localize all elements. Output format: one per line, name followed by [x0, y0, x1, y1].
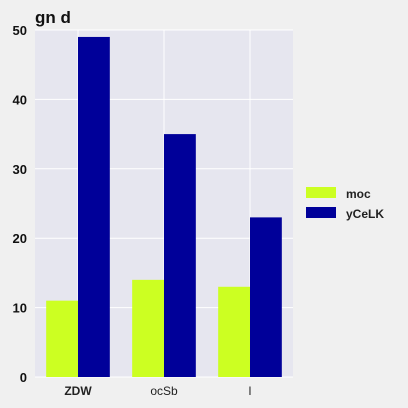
y-tick-label: 40	[13, 92, 27, 107]
chart-title: gn d	[35, 8, 71, 27]
y-tick-label: 30	[13, 162, 27, 177]
bar-moc-ocSb	[132, 279, 164, 377]
y-tick-label: 0	[20, 370, 27, 385]
x-axis-ticks: ZDW ocSb l	[64, 384, 251, 398]
y-tick-label: 10	[13, 301, 27, 316]
x-tick-label: l	[249, 384, 252, 398]
bar-yCeLK-ocSb	[164, 134, 196, 377]
legend: moc yCeLK	[306, 187, 384, 221]
bar-yCeLK-ZDW	[78, 36, 110, 377]
y-tick-label: 50	[13, 23, 27, 38]
bar-moc-ZDW	[46, 300, 78, 377]
bars	[46, 36, 282, 377]
y-tick-label: 20	[13, 231, 27, 246]
x-tick-label: ocSb	[150, 384, 178, 398]
bar-moc-l	[218, 286, 250, 377]
legend-swatch	[306, 207, 336, 218]
bar-yCeLK-l	[250, 217, 282, 377]
legend-label: moc	[346, 187, 371, 201]
legend-swatch	[306, 187, 336, 198]
x-tick-label: ZDW	[64, 384, 92, 398]
y-axis-ticks: 0 10 20 30 40 50	[13, 23, 27, 385]
legend-label: yCeLK	[346, 207, 384, 221]
